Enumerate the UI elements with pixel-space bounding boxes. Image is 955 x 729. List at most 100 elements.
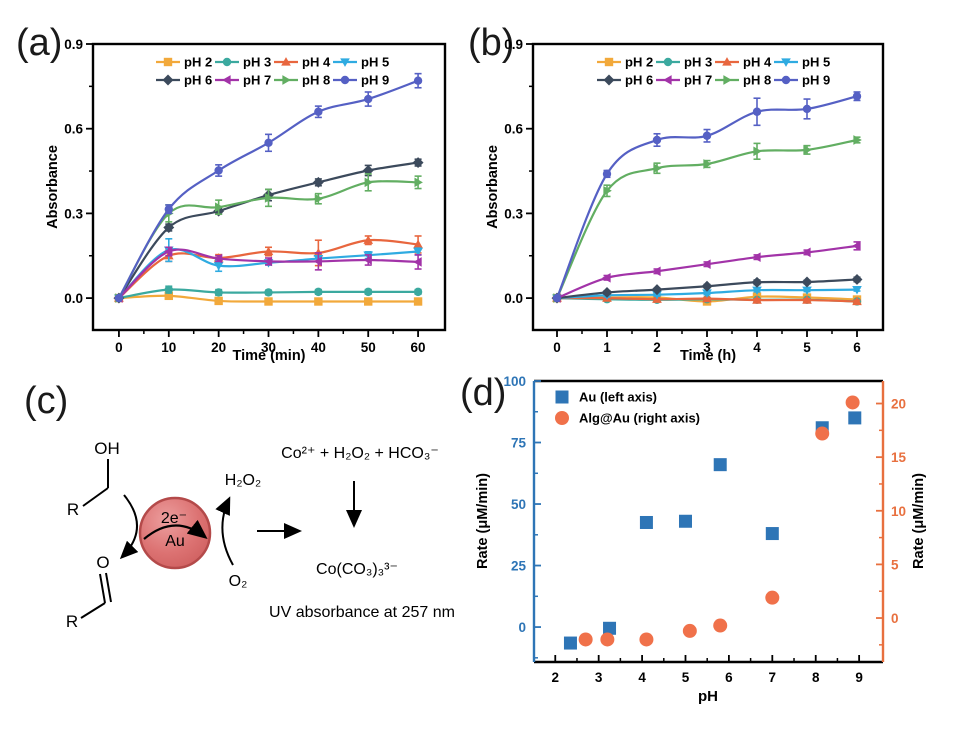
triangle-left-marker	[802, 247, 811, 258]
triangle-left-marker	[663, 75, 672, 85]
triangle-down-marker	[781, 58, 791, 67]
triangle-up-marker	[702, 293, 712, 303]
tick-label: 3	[595, 670, 603, 685]
square-marker	[555, 390, 569, 404]
diamond-marker	[601, 286, 613, 298]
triangle-left-marker	[213, 253, 223, 264]
triangle-right-marker	[803, 145, 812, 155]
diamond-marker	[162, 74, 174, 86]
panel-label-b: (b)	[468, 22, 515, 64]
diamond-marker	[751, 276, 763, 288]
legend-label: pH 2	[184, 55, 212, 70]
circle-marker	[552, 293, 562, 303]
tick-label: 0.9	[504, 37, 523, 52]
triangle-right-marker	[723, 75, 732, 85]
square-marker	[314, 297, 323, 306]
legend-label: pH 4	[743, 55, 772, 70]
bond-line	[80, 602, 106, 619]
tick-label: 1	[603, 340, 611, 355]
axes-d: 2 3 4 5 6 7 8 9 0 25 50 75 100 0 5 10 15 20 pH Rate (μM/min…	[475, 375, 927, 705]
legend-label: pH 2	[625, 55, 653, 70]
triangle-left-marker	[652, 266, 661, 277]
triangle-right-marker	[215, 202, 224, 213]
triangle-right-marker	[653, 163, 662, 174]
triangle-up-marker	[263, 246, 274, 256]
aldehyde-o-label: O	[96, 553, 109, 572]
y-axis-title: Absorbance	[485, 145, 501, 229]
diamond-marker	[412, 157, 424, 169]
double-bond-line	[105, 572, 112, 603]
triangle-down-marker	[213, 262, 224, 271]
tick-label: 60	[411, 340, 426, 355]
legend-label: pH 3	[243, 55, 271, 70]
square-marker	[604, 57, 614, 67]
tick-label: 3	[703, 340, 711, 355]
legend-label: pH 3	[684, 55, 712, 70]
panel-label-a: (a)	[16, 22, 63, 64]
triangle-down-marker	[802, 286, 812, 296]
tick-label: 20	[891, 397, 906, 412]
circle-marker	[752, 107, 762, 116]
tick-label: 10	[891, 504, 906, 519]
diamond-marker	[651, 284, 663, 296]
circle-marker	[164, 204, 173, 214]
circle-marker	[682, 623, 697, 638]
tick-label: 20	[211, 340, 226, 355]
square-marker	[639, 515, 653, 529]
axes-a: 0 10 20 30 40 50 60 0.0 0.3 0.6 0.9 Time (min) Absor…	[45, 37, 447, 364]
circle-marker	[555, 411, 569, 425]
legend-label: pH 6	[625, 73, 653, 88]
diamond-marker	[701, 280, 713, 292]
triangle-right-marker	[364, 177, 374, 188]
circle-marker	[639, 632, 654, 647]
legend-label: Alg@Au (right axis)	[579, 411, 700, 426]
circle-marker	[314, 107, 323, 116]
triangle-down-marker	[340, 58, 350, 67]
circle-marker	[702, 131, 712, 140]
legend-label: pH 7	[684, 73, 712, 88]
legend-label: pH 4	[302, 55, 331, 70]
product-label: Co(CO₃)₃³⁻	[316, 561, 398, 578]
tick-label: 4	[638, 670, 646, 685]
series-pH-9	[114, 72, 423, 303]
triangle-up-marker	[413, 239, 423, 249]
square-marker	[163, 57, 173, 67]
reaction-scheme: OH R O R 2e⁻ Au H₂O₂ O₂ Co²⁺ + H₂O₂ + HC…	[66, 439, 455, 631]
catalyst-label: Au	[165, 533, 185, 550]
circle-marker	[114, 293, 124, 303]
series-pH-8	[115, 173, 423, 303]
oxygen-reduction-arrow	[215, 496, 234, 566]
x-axis-title: Time (h)	[680, 348, 736, 364]
tick-label: 40	[311, 340, 326, 355]
tick-label: 0.6	[64, 122, 83, 137]
tick-label: 0.9	[64, 37, 83, 52]
double-bond-line	[99, 573, 106, 604]
circle-marker	[364, 287, 373, 297]
tick-label: 0.0	[64, 291, 83, 306]
tick-label: 50	[511, 497, 526, 512]
square-marker	[765, 527, 779, 541]
triangle-left-marker	[163, 246, 173, 257]
circle-marker	[264, 288, 273, 297]
tick-label: 2	[552, 670, 560, 685]
circle-marker	[413, 76, 423, 85]
triangle-left-marker	[702, 259, 711, 270]
triangle-left-marker	[852, 241, 861, 251]
triangle-down-marker	[413, 247, 423, 257]
tick-label: 25	[511, 559, 527, 574]
circle-marker	[663, 57, 673, 67]
tick-label: 30	[261, 340, 276, 355]
triangle-left-marker	[602, 272, 611, 283]
tick-label: 0.3	[64, 206, 83, 221]
series-Au-left-axis-	[563, 411, 862, 650]
triangle-left-marker	[263, 256, 273, 267]
au-nanoparticle	[138, 496, 212, 570]
triangle-right-marker	[282, 75, 291, 85]
circle-marker	[845, 395, 860, 410]
triangle-right-marker	[264, 193, 274, 203]
tick-label: 0.3	[504, 206, 523, 221]
tick-label: 0	[115, 340, 123, 355]
legend-b: pH 2 pH 3 pH 4 pH 5 pH 6 pH 7 pH 8 pH 9	[597, 55, 830, 88]
tick-label: 50	[361, 340, 376, 355]
